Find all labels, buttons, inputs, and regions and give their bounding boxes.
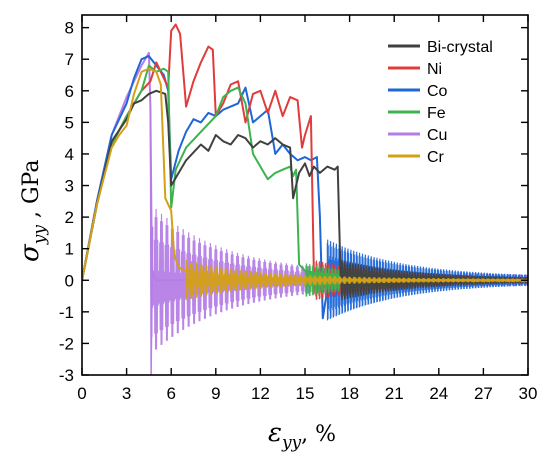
x-tick-label: 12: [251, 384, 270, 403]
y-tick-label: -2: [59, 334, 74, 353]
x-tick-label: 21: [385, 384, 404, 403]
y-tick-label: 0: [65, 271, 74, 290]
x-axis-unit: , %: [301, 422, 336, 447]
x-tick-label: 27: [474, 384, 493, 403]
legend-label-bi-crystal: Bi-crystal: [427, 39, 493, 56]
y-tick-label: 5: [65, 113, 74, 132]
y-axis-title: σyy , GPa: [15, 160, 50, 262]
y-tick-label: 4: [65, 145, 74, 164]
x-tick-label: 18: [340, 384, 359, 403]
legend-label-cr: Cr: [427, 149, 445, 166]
x-axis-subscript: yy: [281, 433, 302, 453]
x-tick-label: 3: [122, 384, 131, 403]
y-tick-label: 7: [65, 50, 74, 69]
x-axis-symbol: ε: [268, 418, 282, 448]
y-axis-unit: , GPa: [19, 160, 44, 225]
series-cr-line: [82, 67, 528, 282]
x-tick-label: 30: [519, 384, 538, 403]
legend-label-fe: Fe: [427, 105, 446, 122]
series-cu-line: [82, 51, 528, 282]
y-axis-symbol: σ: [15, 243, 45, 262]
series-bi-crystal-line: [82, 89, 528, 283]
y-tick-label: -3: [59, 366, 74, 385]
x-tick-label: 15: [296, 384, 315, 403]
y-axis-subscript: yy: [30, 225, 50, 246]
x-axis-title: εyy, %: [268, 418, 336, 453]
legend-label-ni: Ni: [427, 61, 442, 78]
y-tick-label: 8: [65, 19, 74, 38]
y-tick-label: 1: [65, 240, 74, 259]
legend: Bi-crystal Ni Co Fe Cu Cr: [388, 39, 493, 166]
y-tick-label: 6: [65, 82, 74, 101]
series-fe-line: [82, 64, 528, 282]
legend-label-cu: Cu: [427, 127, 447, 144]
x-tick-label: 24: [429, 384, 448, 403]
y-tick-label: 2: [65, 208, 74, 227]
y-tick-label: -1: [59, 303, 74, 322]
series-bi-crystal-oscillation: [340, 260, 528, 301]
series-layer: [82, 23, 528, 375]
y-tick-label: 3: [65, 177, 74, 196]
x-tick-label: 6: [166, 384, 175, 403]
x-tick-label: 0: [77, 384, 86, 403]
legend-label-co: Co: [427, 83, 448, 100]
x-tick-label: 9: [211, 384, 220, 403]
series-cu-spike: [149, 106, 154, 375]
